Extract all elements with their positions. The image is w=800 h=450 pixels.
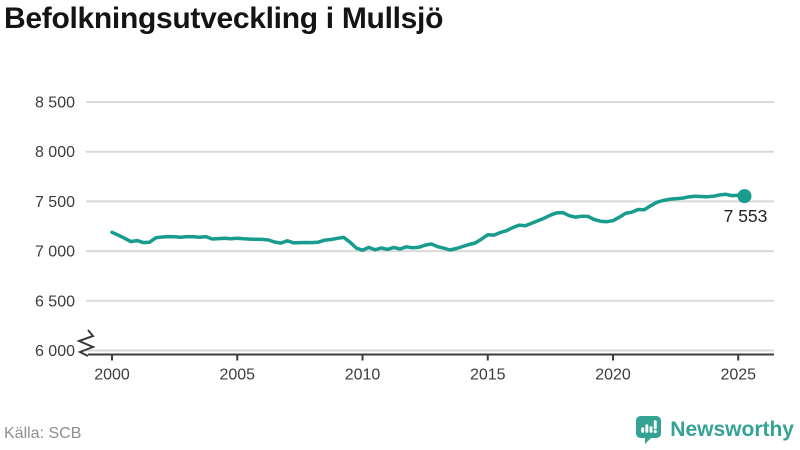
newsworthy-bubble-chart-icon	[636, 416, 662, 444]
x-tick-label: 2005	[219, 367, 255, 384]
newsworthy-logo: Newsworthy	[635, 415, 794, 444]
population-line	[110, 192, 747, 252]
end-value-label: 7 553	[724, 206, 768, 226]
series-end-dot	[737, 189, 752, 204]
x-tick-label: 2000	[94, 367, 130, 384]
source-note: Källa: SCB	[4, 425, 82, 442]
axis-break-icon	[76, 329, 96, 357]
brand-name: Newsworthy	[670, 417, 794, 441]
x-tick-label: 2015	[470, 367, 506, 384]
y-tick-label: 6 500	[35, 293, 75, 310]
y-tick-label: 6 000	[35, 343, 75, 360]
x-tick-label: 2020	[595, 367, 631, 384]
y-tick-label: 8 500	[35, 95, 75, 112]
x-tick-label: 2010	[345, 367, 381, 384]
y-tick-label: 7 500	[35, 194, 75, 211]
bar-chart-glyph	[641, 420, 658, 434]
x-tick-label: 2025	[720, 367, 756, 384]
page-title: Befolkningsutveckling i Mullsjö	[4, 2, 444, 35]
y-tick-label: 8 000	[35, 144, 75, 161]
y-tick-label: 7 000	[35, 244, 75, 261]
